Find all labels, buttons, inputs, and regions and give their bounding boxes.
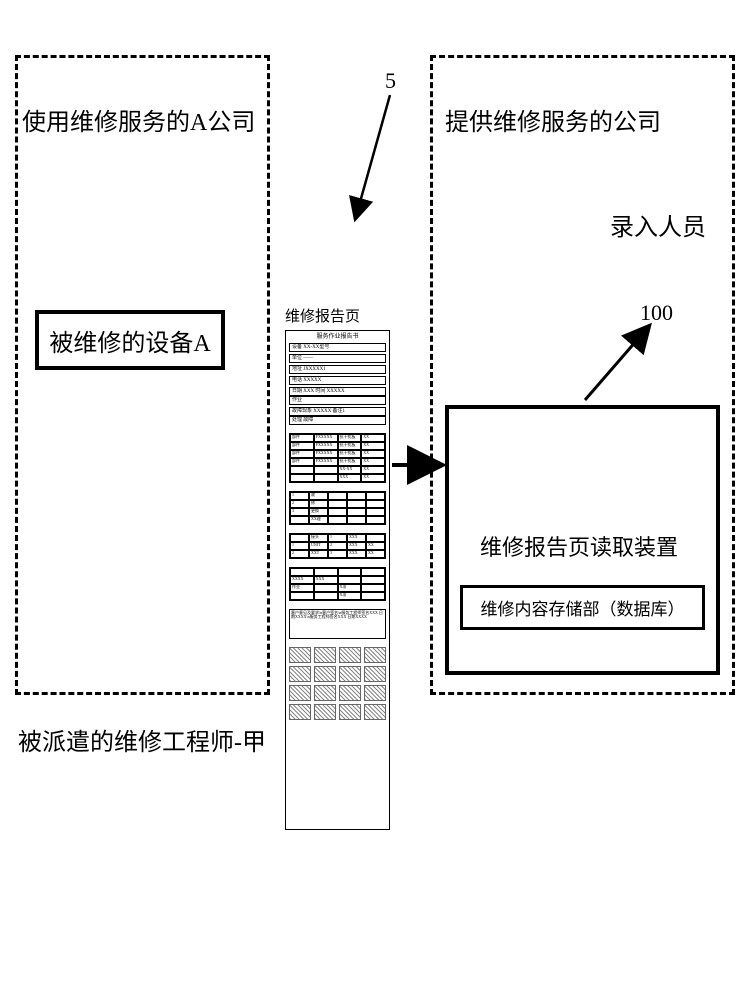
- report-table: 1故2修3更换XX理: [289, 491, 386, 525]
- device-a-label: 被维修的设备A: [49, 323, 210, 358]
- company-a-title: 使用维修服务的A公司: [22, 110, 262, 136]
- report-row: 电话 XXXXX: [289, 376, 386, 385]
- report-row: 故障现象 XXXXX 备注1: [289, 407, 386, 416]
- report-table: XXXXXXX作业X项X项: [289, 567, 386, 601]
- service-company-title: 提供维修服务的公司: [445, 110, 725, 136]
- report-row: 地址 JXXXXX1: [289, 365, 386, 374]
- callout-5: 5: [385, 68, 396, 94]
- device-a-box: 被维修的设备A: [35, 310, 225, 370]
- company-a-box: [15, 55, 270, 695]
- signature-grid: [289, 647, 386, 720]
- report-notes: 客户意见及要求\n客户签名\n服务工程师签名XXX 日期XXXX\n服务工程师签…: [289, 609, 386, 639]
- report-row: 单位 ——: [289, 354, 386, 363]
- report-table: 部件FXXXXX抗干扰板XX部件FXXXXX抗干扰板XX部件FXXXXX抗干扰板…: [289, 433, 386, 483]
- database-label: 维修内容存储部（数据库）: [481, 595, 685, 620]
- report-page-label: 维修报告页: [285, 305, 360, 326]
- report-table: 接头1XXX1UNIT2XXXXX2XXT3XXXXX: [289, 533, 386, 559]
- engineer-label: 被派遣的维修工程师-甲: [18, 730, 266, 756]
- operator-label: 录入人员: [610, 215, 706, 241]
- callout-100: 100: [640, 300, 673, 326]
- database-box: 维修内容存储部（数据库）: [460, 585, 705, 630]
- report-row: 设备 XX-XX型号: [289, 343, 386, 352]
- reader-device-label: 维修报告页读取装置: [480, 530, 678, 562]
- report-title: 服务作业报告书: [289, 334, 386, 340]
- report-sheet: 服务作业报告书 设备 XX-XX型号 单位 —— 地址 JXXXXX1 电话 X…: [285, 330, 390, 830]
- report-row: 作业: [289, 396, 386, 405]
- report-row: 处理 故障: [289, 416, 386, 425]
- report-row: 日期 XXX 时间 XXXXX: [289, 387, 386, 396]
- arrow-5: [355, 95, 390, 220]
